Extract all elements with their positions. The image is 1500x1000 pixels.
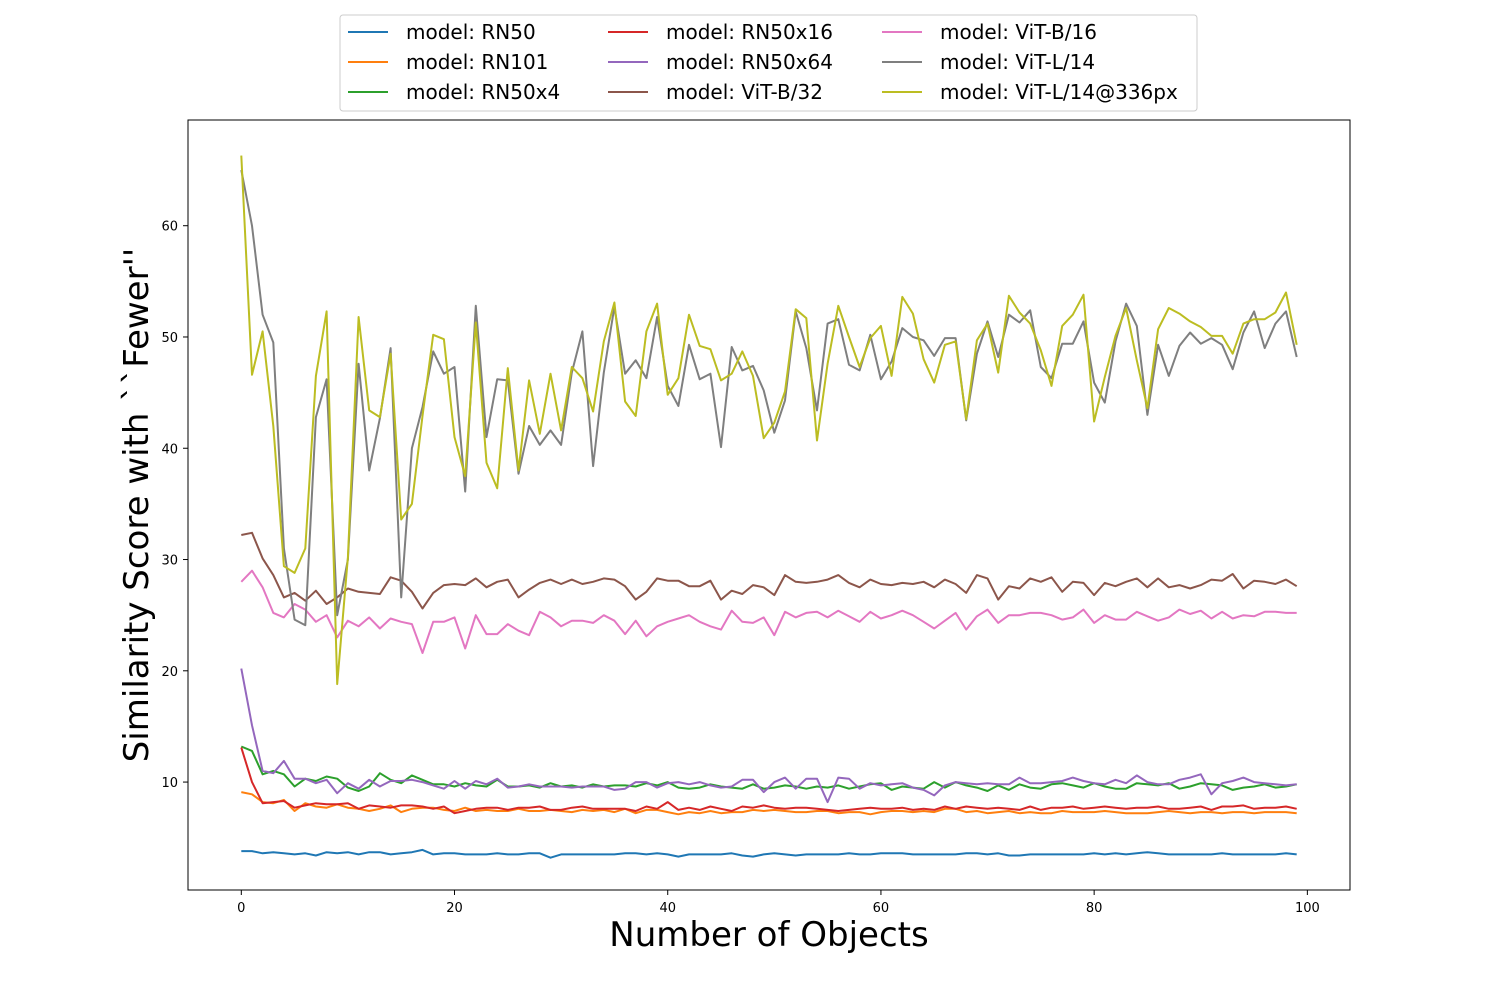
legend-label-5: model: ViT-B/32: [666, 80, 823, 104]
series-line-6: [240, 569, 1297, 654]
y-tick-label: 10: [161, 776, 178, 791]
x-tick-label: 60: [873, 901, 890, 916]
plot-area-frame: [187, 119, 1351, 891]
legend-label-2: model: RN50x4: [406, 80, 560, 104]
x-tick-label: 20: [446, 901, 463, 916]
plot-lines: [240, 155, 1298, 859]
legend-label-1: model: RN101: [406, 50, 548, 74]
series-line-4: [240, 668, 1297, 804]
legend: model: RN50 model: RN101 model: RN50x4 mode…: [339, 14, 1198, 112]
series-line-0: [241, 848, 1297, 859]
y-tick-label: 20: [161, 665, 178, 680]
x-tick-label: 100: [1295, 901, 1320, 916]
series-line-1: [241, 791, 1297, 816]
legend-label-6: model: ViT-B/16: [940, 20, 1097, 44]
y-tick-label: 30: [161, 554, 178, 569]
y-tick-label: 60: [161, 220, 178, 235]
y-tick-label: 50: [161, 331, 178, 346]
y-tick-label: 40: [161, 442, 178, 457]
x-tick-label: 80: [1086, 901, 1103, 916]
legend-label-7: model: ViT-L/14: [940, 50, 1095, 74]
legend-label-0: model: RN50: [406, 20, 536, 44]
x-tick-label: 0: [237, 901, 245, 916]
y-axis-title: Similarity Score with ``Fewer'': [117, 248, 157, 763]
y-axis-ticks: 10 20 30 40 50 60: [161, 220, 188, 791]
series-line-3: [240, 747, 1297, 815]
x-tick-label: 40: [659, 901, 676, 916]
legend-label-4: model: RN50x64: [666, 50, 833, 74]
x-axis-title: Number of Objects: [609, 915, 928, 955]
series-line-8: [240, 155, 1298, 686]
legend-label-8: model: ViT-L/14@336px: [940, 80, 1178, 104]
legend-box: [339, 14, 1198, 112]
x-axis-ticks: 0 20 40 60 80 100: [237, 890, 1320, 916]
series-line-5: [241, 531, 1298, 610]
legend-label-3: model: RN50x16: [666, 20, 833, 44]
